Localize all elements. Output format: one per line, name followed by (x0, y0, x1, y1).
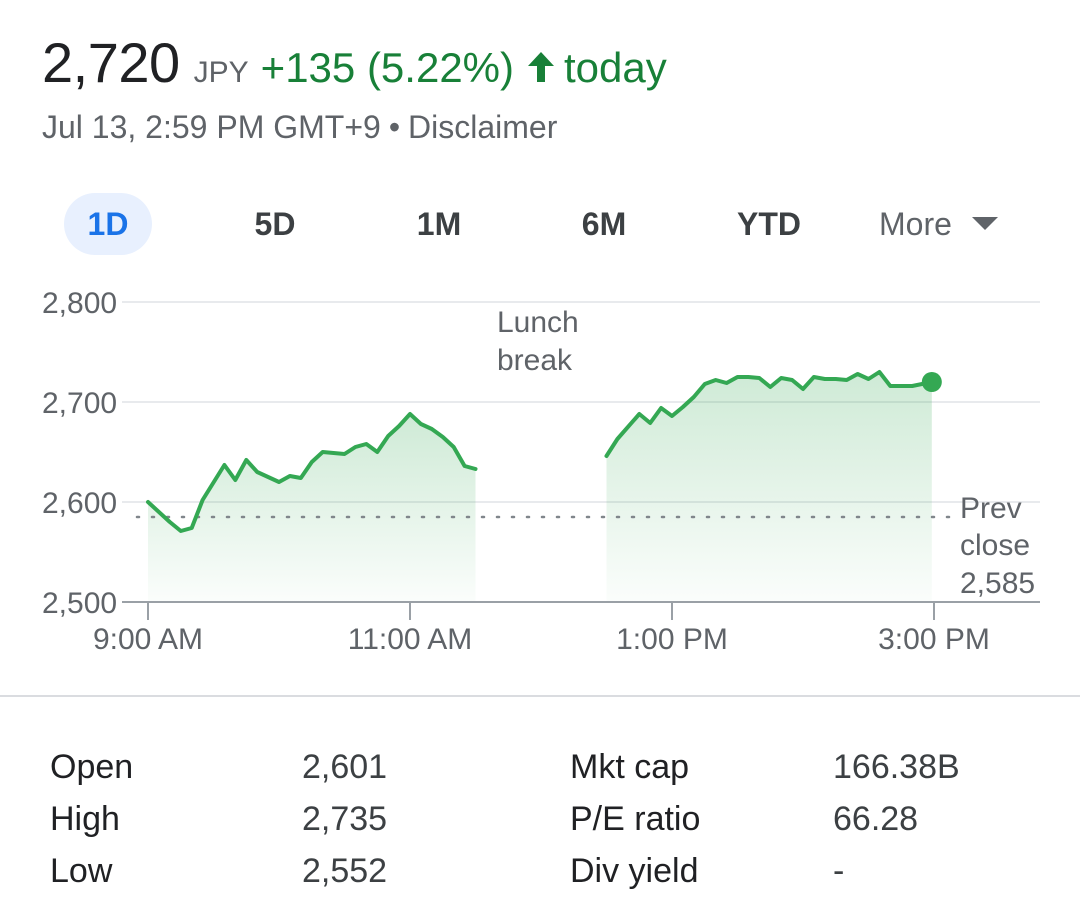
dropdown-caret-icon (971, 217, 998, 231)
range-selector: 1D 5D 1M 6M YTD More (64, 193, 1044, 255)
stat-label-open: Open (50, 748, 134, 786)
x-tick-label: 9:00 AM (93, 623, 203, 656)
stat-label-low: Low (50, 852, 113, 890)
meta-separator: • (388, 109, 401, 145)
quote-meta: Jul 13, 2:59 PM GMT+9 • Disclaimer (42, 109, 667, 146)
prev-close-label-line2: close (960, 529, 1030, 562)
lunch-break-label-line1: Lunch (497, 306, 579, 339)
y-tick-label: 2,700 (42, 387, 117, 420)
chart-area-fills (148, 372, 932, 602)
change-period: today (564, 44, 667, 91)
prev-close-value: 2,585 (960, 567, 1035, 600)
quote-timestamp: Jul 13, 2:59 PM GMT+9 (42, 109, 381, 145)
quote-header: 2,720 JPY +135 (5.22%) today Jul 13, 2:5… (42, 30, 667, 146)
stat-value-low: 2,552 (302, 852, 388, 890)
y-tick-label: 2,800 (42, 287, 117, 320)
range-tab-6m[interactable]: 6M (581, 206, 627, 242)
more-ranges-button[interactable]: More (879, 193, 998, 255)
price-line-morning (146, 412, 478, 533)
price-line-afternoon (604, 370, 934, 458)
stat-value-pe-ratio: 66.28 (833, 800, 919, 838)
area-fill-afternoon (606, 372, 932, 602)
stat-value-mkt-cap: 166.38B (833, 748, 960, 786)
section-divider (0, 695, 1080, 697)
x-axis: 9:00 AM 11:00 AM 1:00 PM 3:00 PM (93, 601, 1040, 656)
stat-label-high: High (50, 800, 120, 838)
stat-value-open: 2,601 (302, 748, 388, 786)
chart-series-lines (146, 370, 942, 533)
range-tab-1m[interactable]: 1M (416, 206, 462, 242)
arrow-up-icon (526, 50, 556, 84)
price-change: +135 (5.22%) (260, 44, 515, 91)
current-price: 2,720 (42, 31, 180, 94)
currency-code: JPY (193, 56, 249, 89)
y-tick-label: 2,600 (42, 487, 117, 520)
stat-value-div-yield: - (833, 852, 845, 890)
y-tick-label: 2,500 (42, 587, 117, 620)
more-label: More (879, 206, 952, 242)
stat-label-pe-ratio: P/E ratio (570, 800, 701, 838)
range-tab-5d[interactable]: 5D (254, 206, 296, 242)
price-row: 2,720 JPY +135 (5.22%) today (42, 30, 667, 95)
price-chart[interactable]: 2,800 2,700 2,600 2,500 9:00 AM 11:00 AM 1:00… (0, 280, 1080, 680)
stat-value-high: 2,735 (302, 800, 388, 838)
range-tab-1d[interactable]: 1D (64, 193, 152, 255)
x-tick-label: 3:00 PM (878, 623, 990, 656)
range-tab-ytd[interactable]: YTD (737, 206, 801, 242)
disclaimer-link[interactable]: Disclaimer (408, 109, 558, 145)
x-tick-label: 1:00 PM (616, 623, 728, 656)
stat-label-mkt-cap: Mkt cap (570, 748, 690, 786)
current-price-dot (921, 372, 942, 392)
stat-label-div-yield: Div yield (570, 852, 699, 890)
area-fill-morning (148, 414, 476, 602)
x-tick-label: 11:00 AM (348, 623, 473, 656)
lunch-break-label-line2: break (497, 344, 573, 377)
y-axis-labels: 2,800 2,700 2,600 2,500 (42, 287, 117, 620)
prev-close-label-line1: Prev (960, 492, 1022, 525)
